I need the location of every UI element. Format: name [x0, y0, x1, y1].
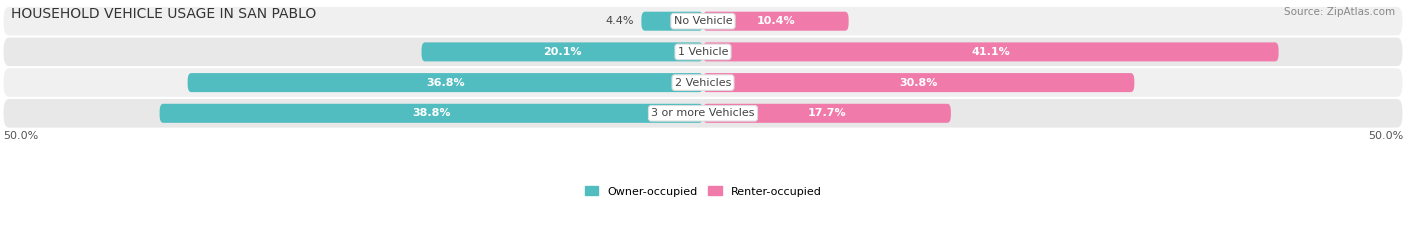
FancyBboxPatch shape [641, 12, 703, 31]
Text: 4.4%: 4.4% [606, 16, 634, 26]
Text: 41.1%: 41.1% [972, 47, 1010, 57]
Text: 38.8%: 38.8% [412, 108, 450, 118]
Text: 20.1%: 20.1% [543, 47, 582, 57]
FancyBboxPatch shape [187, 73, 703, 92]
FancyBboxPatch shape [3, 98, 1403, 129]
FancyBboxPatch shape [703, 42, 1278, 62]
Legend: Owner-occupied, Renter-occupied: Owner-occupied, Renter-occupied [581, 182, 825, 201]
FancyBboxPatch shape [703, 104, 950, 123]
FancyBboxPatch shape [3, 6, 1403, 37]
Text: 50.0%: 50.0% [3, 131, 38, 141]
Text: 1 Vehicle: 1 Vehicle [678, 47, 728, 57]
FancyBboxPatch shape [703, 12, 849, 31]
Text: 50.0%: 50.0% [1368, 131, 1403, 141]
Text: 2 Vehicles: 2 Vehicles [675, 78, 731, 88]
Text: 10.4%: 10.4% [756, 16, 796, 26]
FancyBboxPatch shape [160, 104, 703, 123]
FancyBboxPatch shape [703, 73, 1135, 92]
Text: 17.7%: 17.7% [807, 108, 846, 118]
Text: 3 or more Vehicles: 3 or more Vehicles [651, 108, 755, 118]
Text: HOUSEHOLD VEHICLE USAGE IN SAN PABLO: HOUSEHOLD VEHICLE USAGE IN SAN PABLO [11, 7, 316, 21]
Text: No Vehicle: No Vehicle [673, 16, 733, 26]
FancyBboxPatch shape [3, 67, 1403, 98]
Text: Source: ZipAtlas.com: Source: ZipAtlas.com [1284, 7, 1395, 17]
FancyBboxPatch shape [422, 42, 703, 62]
Text: 30.8%: 30.8% [900, 78, 938, 88]
FancyBboxPatch shape [3, 37, 1403, 67]
Text: 36.8%: 36.8% [426, 78, 464, 88]
